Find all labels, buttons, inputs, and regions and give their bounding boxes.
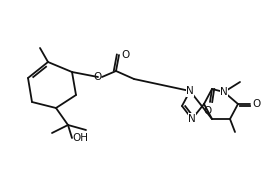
Text: N: N (220, 87, 228, 97)
Text: O: O (94, 72, 102, 82)
Text: N: N (188, 114, 196, 124)
Text: N: N (186, 86, 194, 96)
Text: O: O (253, 99, 261, 109)
Text: O: O (204, 106, 212, 116)
Text: OH: OH (72, 133, 88, 143)
Text: O: O (122, 50, 130, 60)
